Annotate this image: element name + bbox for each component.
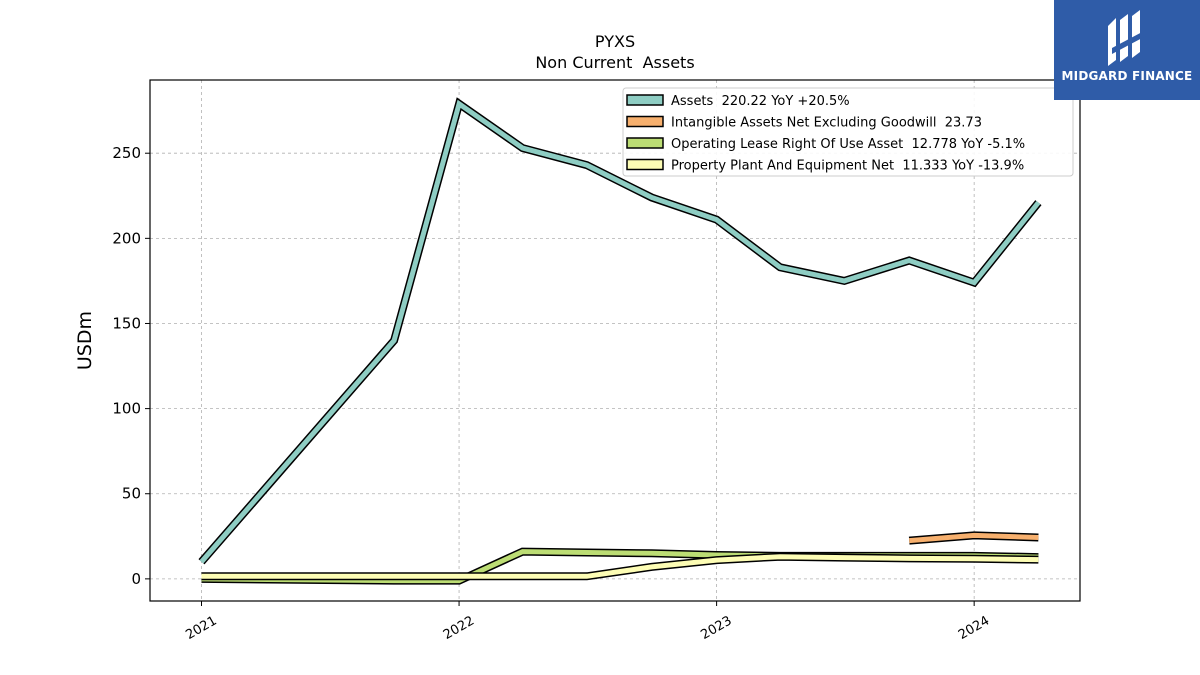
y-tick-label: 150 xyxy=(112,314,141,332)
legend-box xyxy=(622,87,1074,177)
x-tick-label: 2022 xyxy=(441,613,477,643)
x-tick-label: 2024 xyxy=(956,613,992,643)
legend-label-3: Property Plant And Equipment Net 11.333 … xyxy=(671,159,1024,174)
chart-title: PYXS xyxy=(595,32,635,51)
y-axis: 0 50 100 150 200 250 xyxy=(112,144,150,588)
legend-label-2: Operating Lease Right Of Use Asset 12.77… xyxy=(671,137,1025,152)
logo-mark-icon xyxy=(1108,10,1146,66)
midgard-finance-logo: MIDGARD FINANCE xyxy=(1054,0,1200,100)
x-tick-label: 2021 xyxy=(183,613,219,643)
logo-text: MIDGARD FINANCE xyxy=(1061,69,1193,83)
legend-label-0: Assets 220.22 YoY +20.5% xyxy=(671,94,850,109)
y-tick-label: 250 xyxy=(112,144,141,162)
series-line-1 xyxy=(909,532,1039,544)
series-line-3 xyxy=(201,554,1039,579)
y-tick-label: 50 xyxy=(122,485,141,503)
legend-label-1: Intangible Assets Net Excluding Goodwill… xyxy=(671,116,982,131)
legend: Assets 220.22 YoY +20.5% Intangible Asset… xyxy=(622,87,1074,177)
series-line-0 xyxy=(199,99,1041,564)
chart-subtitle: Non Current Assets xyxy=(535,53,694,72)
legend-swatch-3 xyxy=(626,158,664,171)
plot-frame xyxy=(149,79,1081,602)
y-tick-label: 100 xyxy=(112,400,141,418)
legend-swatch-1 xyxy=(626,115,664,128)
y-tick-label: 0 xyxy=(131,570,141,588)
x-axis: 2021 2022 2023 2024 xyxy=(183,601,992,643)
y-axis-label: USDm xyxy=(74,311,96,370)
legend-swatch-0 xyxy=(626,94,664,106)
legend-swatch-2 xyxy=(626,137,664,149)
series-group xyxy=(198,97,1042,585)
y-tick-label: 200 xyxy=(112,229,141,247)
x-tick-label: 2023 xyxy=(698,613,734,643)
